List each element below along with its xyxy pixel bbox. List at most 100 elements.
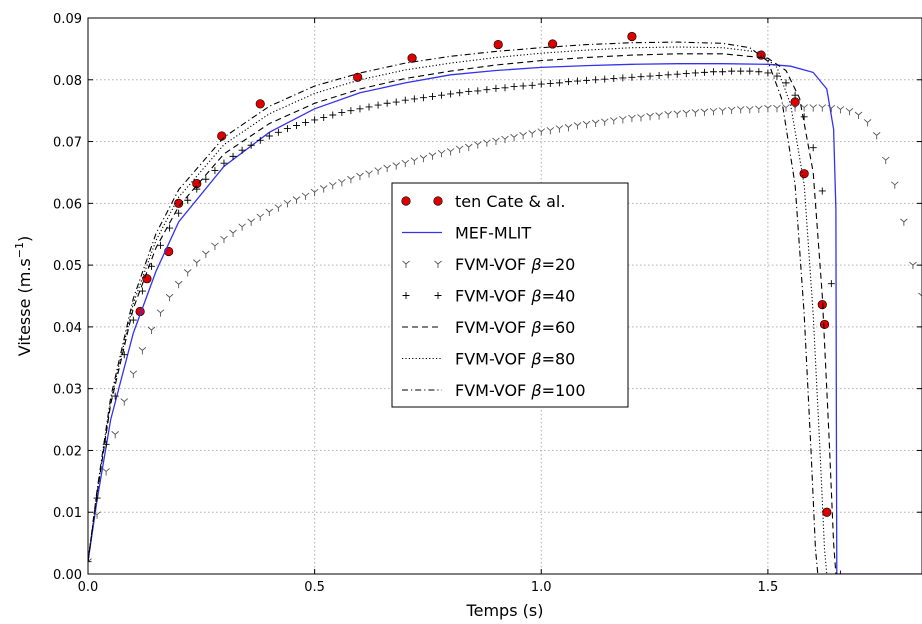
data-marker	[455, 145, 464, 153]
data-marker	[356, 105, 364, 113]
legend-box	[391, 182, 629, 408]
data-marker	[111, 431, 119, 439]
data-marker	[773, 72, 781, 80]
data-marker	[609, 117, 618, 125]
data-marker	[383, 164, 391, 173]
data-marker	[247, 218, 255, 226]
data-marker	[655, 112, 663, 120]
data-marker	[791, 104, 799, 112]
data-marker	[728, 67, 736, 75]
data-marker	[510, 83, 518, 91]
data-marker	[528, 130, 536, 138]
legend-item: FVM-VOF β=40	[402, 287, 575, 306]
data-point	[217, 131, 227, 141]
legend-swatch	[402, 292, 410, 299]
data-marker	[329, 111, 337, 119]
data-marker	[755, 68, 763, 76]
data-marker	[573, 122, 582, 130]
legend-label: FVM-VOF β=40	[455, 287, 575, 306]
data-marker	[881, 156, 890, 165]
series-mef-mlit	[88, 63, 922, 574]
data-marker	[537, 128, 546, 136]
data-marker	[745, 106, 754, 114]
data-marker	[655, 71, 663, 79]
data-marker	[474, 141, 482, 149]
data-marker	[782, 79, 790, 87]
data-marker	[374, 167, 382, 175]
legend-label: FVM-VOF β=100	[455, 381, 586, 400]
data-marker	[564, 78, 572, 86]
data-marker	[120, 398, 129, 406]
data-marker	[410, 95, 418, 103]
data-marker	[356, 172, 364, 181]
data-marker	[202, 175, 210, 183]
data-marker	[401, 96, 409, 104]
data-marker	[492, 137, 500, 145]
x-tick-label: 1.0	[531, 580, 552, 595]
data-point	[819, 319, 830, 330]
series-ten-cate-al	[135, 31, 832, 517]
data-marker	[419, 154, 428, 163]
legend-swatch	[433, 196, 443, 206]
data-marker	[174, 280, 183, 289]
data-marker	[319, 185, 328, 193]
data-marker	[437, 149, 446, 158]
data-marker	[320, 113, 328, 121]
data-marker	[184, 196, 192, 204]
data-marker	[764, 104, 772, 113]
data-marker	[347, 175, 355, 184]
data-marker	[619, 74, 627, 82]
legend-label-suffix: =20	[542, 255, 576, 274]
data-marker	[401, 159, 410, 168]
series-layer	[88, 31, 922, 574]
x-tick-label: 0.5	[304, 580, 325, 595]
data-marker	[574, 77, 582, 85]
legend-beta: β	[530, 350, 541, 369]
data-marker	[338, 109, 346, 117]
data-marker	[483, 139, 491, 147]
data-marker	[809, 144, 817, 152]
legend-item: FVM-VOF β=60	[402, 318, 575, 337]
data-marker	[872, 132, 881, 140]
legend-item: FVM-VOF β=100	[402, 381, 586, 400]
data-marker	[238, 223, 246, 231]
series-fvm-vof-40	[88, 67, 844, 574]
data-point	[799, 169, 809, 179]
data-marker	[202, 250, 210, 258]
y-tick-label: 0.07	[53, 136, 82, 151]
data-marker	[918, 292, 922, 300]
data-marker	[564, 124, 573, 132]
data-marker	[727, 106, 736, 115]
data-marker	[447, 90, 455, 98]
data-marker	[157, 241, 165, 249]
legend-item: ten Cate & al.	[401, 192, 565, 211]
data-marker	[138, 347, 147, 355]
data-marker	[328, 182, 337, 190]
data-marker	[718, 107, 727, 115]
data-marker	[836, 106, 845, 114]
data-marker	[465, 88, 473, 96]
y-tick-label: 0.05	[53, 259, 82, 274]
data-marker	[555, 125, 564, 133]
y-tick-label: 0.00	[53, 568, 82, 583]
series-fvm-vof-60	[88, 53, 922, 574]
y-tick-label: 0.03	[53, 383, 82, 398]
legend-item: MEF-MLIT	[402, 224, 531, 243]
legend: ten Cate & al. MEF-MLIT FVM-VOF β=20 FVM-VO…	[391, 182, 629, 408]
data-marker	[310, 188, 319, 197]
data-marker	[782, 104, 790, 112]
x-tick-label: 0.0	[78, 580, 99, 595]
data-marker	[791, 91, 799, 99]
data-marker	[519, 82, 527, 90]
data-marker	[682, 70, 690, 78]
legend-swatch	[434, 292, 442, 299]
y-tick-label: 0.09	[53, 12, 82, 27]
data-marker	[619, 115, 627, 124]
y-tick-label: 0.06	[53, 197, 82, 212]
data-marker	[256, 136, 264, 144]
data-marker	[710, 68, 717, 76]
data-marker	[211, 167, 219, 175]
legend-label-suffix: =100	[542, 381, 586, 400]
data-marker	[818, 187, 826, 195]
data-marker	[229, 229, 237, 237]
